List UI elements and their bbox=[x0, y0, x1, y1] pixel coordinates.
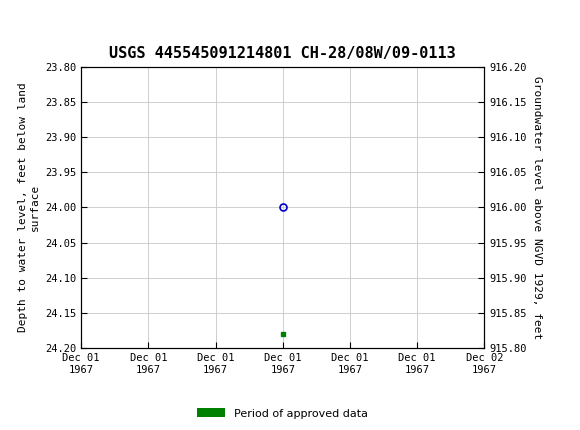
Text: ≋USGS: ≋USGS bbox=[7, 10, 78, 28]
Y-axis label: Groundwater level above NGVD 1929, feet: Groundwater level above NGVD 1929, feet bbox=[532, 76, 542, 339]
Bar bbox=[3, 3, 46, 36]
Y-axis label: Depth to water level, feet below land
surface: Depth to water level, feet below land su… bbox=[18, 83, 39, 332]
Legend: Period of approved data: Period of approved data bbox=[193, 404, 372, 423]
Title: USGS 445545091214801 CH-28/08W/09-0113: USGS 445545091214801 CH-28/08W/09-0113 bbox=[110, 46, 456, 61]
